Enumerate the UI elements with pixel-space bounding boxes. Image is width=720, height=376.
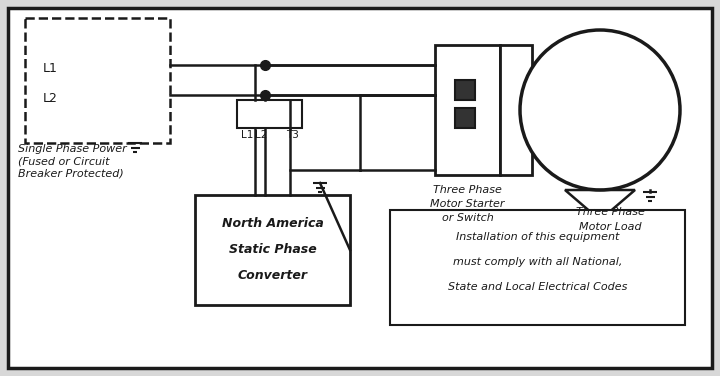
Text: Converter: Converter (238, 269, 307, 282)
Bar (195, 195, 350, 305)
Bar (237, 100, 302, 128)
Text: L2: L2 (255, 130, 267, 140)
Text: must comply with all National,: must comply with all National, (453, 257, 622, 267)
Text: or Switch: or Switch (441, 213, 493, 223)
Text: North America: North America (222, 217, 323, 230)
Text: Breaker Protected): Breaker Protected) (18, 168, 124, 178)
Text: Three Phase: Three Phase (433, 185, 502, 195)
Text: Installation of this equipment: Installation of this equipment (456, 232, 619, 242)
Bar (532, 90, 550, 130)
Bar (435, 45, 500, 175)
Text: Motor Starter: Motor Starter (431, 199, 505, 209)
Bar (25, 18, 170, 143)
Circle shape (520, 30, 680, 190)
Bar (500, 45, 532, 175)
Bar (390, 210, 685, 325)
Text: Single Phase Power: Single Phase Power (18, 144, 127, 154)
Bar (455, 108, 475, 128)
Text: L1: L1 (43, 62, 58, 76)
Text: Three Phase: Three Phase (575, 207, 644, 217)
Text: T3: T3 (287, 130, 300, 140)
Text: (Fused or Circuit: (Fused or Circuit (18, 156, 109, 166)
Bar (455, 80, 475, 100)
Text: Motor Load: Motor Load (579, 222, 642, 232)
Text: State and Local Electrical Codes: State and Local Electrical Codes (448, 282, 627, 292)
Text: L1: L1 (240, 130, 253, 140)
Text: L2: L2 (43, 92, 58, 106)
Text: Static Phase: Static Phase (229, 243, 316, 256)
